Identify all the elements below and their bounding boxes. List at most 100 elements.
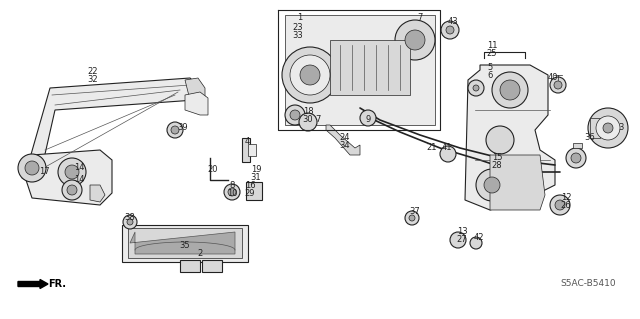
Circle shape (486, 126, 514, 154)
Text: 39: 39 (178, 123, 188, 132)
Text: FR.: FR. (48, 279, 66, 289)
Text: 18: 18 (303, 108, 314, 116)
Circle shape (440, 146, 456, 162)
Text: 2: 2 (197, 249, 203, 258)
Circle shape (571, 153, 581, 163)
Polygon shape (242, 138, 250, 162)
Text: 8: 8 (229, 181, 235, 189)
Text: 40: 40 (548, 73, 558, 83)
Polygon shape (248, 144, 256, 156)
Circle shape (67, 185, 77, 195)
Circle shape (18, 154, 46, 182)
Polygon shape (130, 232, 235, 254)
Circle shape (603, 123, 613, 133)
Circle shape (299, 113, 317, 131)
Polygon shape (22, 150, 112, 205)
Polygon shape (22, 78, 200, 185)
Text: 28: 28 (492, 161, 502, 170)
Circle shape (127, 219, 133, 225)
Text: 34: 34 (340, 142, 350, 151)
Circle shape (500, 80, 520, 100)
Polygon shape (285, 15, 435, 125)
Circle shape (405, 211, 419, 225)
Text: 43: 43 (448, 18, 458, 26)
Text: 38: 38 (125, 213, 136, 222)
Text: S5AC-B5410: S5AC-B5410 (560, 279, 616, 288)
Circle shape (441, 21, 459, 39)
Text: 25: 25 (487, 49, 497, 58)
Circle shape (62, 180, 82, 200)
Polygon shape (90, 185, 105, 202)
Circle shape (492, 72, 528, 108)
Polygon shape (246, 182, 262, 200)
Text: 3: 3 (618, 123, 624, 132)
Text: 35: 35 (180, 241, 190, 250)
Circle shape (550, 77, 566, 93)
Text: 10: 10 (227, 189, 237, 197)
Text: 31: 31 (251, 174, 261, 182)
Text: 33: 33 (292, 32, 303, 41)
Text: 23: 23 (292, 24, 303, 33)
Polygon shape (185, 92, 208, 115)
Circle shape (290, 55, 330, 95)
Text: 21: 21 (427, 144, 437, 152)
Polygon shape (128, 228, 242, 258)
Circle shape (167, 122, 183, 138)
Polygon shape (122, 225, 248, 262)
Text: 29: 29 (244, 189, 255, 197)
Text: 19: 19 (251, 166, 261, 174)
Text: 41: 41 (442, 144, 452, 152)
Text: 5: 5 (488, 63, 493, 72)
Circle shape (25, 161, 39, 175)
Text: 7: 7 (316, 115, 321, 124)
Text: 13: 13 (457, 227, 467, 236)
Text: 37: 37 (410, 207, 420, 217)
Circle shape (360, 110, 376, 126)
Text: 4: 4 (244, 137, 250, 146)
Text: 22: 22 (88, 68, 99, 77)
Circle shape (123, 215, 137, 229)
Text: 1: 1 (298, 13, 303, 23)
Text: 17: 17 (38, 167, 49, 176)
Text: 36: 36 (584, 133, 595, 143)
Circle shape (282, 47, 338, 103)
Polygon shape (326, 125, 360, 155)
Text: 24: 24 (340, 133, 350, 143)
Circle shape (596, 116, 620, 140)
Circle shape (58, 158, 86, 186)
Text: 20: 20 (208, 166, 218, 174)
Polygon shape (590, 118, 600, 138)
Text: 7: 7 (417, 13, 422, 23)
Text: 26: 26 (561, 202, 572, 211)
Circle shape (285, 105, 305, 125)
Text: 14: 14 (74, 164, 84, 173)
Text: 15: 15 (492, 153, 502, 162)
Circle shape (470, 237, 482, 249)
Text: 9: 9 (365, 115, 371, 124)
Circle shape (566, 148, 586, 168)
Circle shape (550, 195, 570, 215)
Text: 6: 6 (487, 71, 493, 80)
Circle shape (468, 80, 484, 96)
Circle shape (588, 108, 628, 148)
Polygon shape (202, 260, 222, 272)
Polygon shape (180, 260, 200, 272)
Circle shape (65, 165, 79, 179)
Text: 14: 14 (74, 175, 84, 184)
Circle shape (171, 126, 179, 134)
Circle shape (224, 184, 240, 200)
Circle shape (405, 30, 425, 50)
Polygon shape (490, 155, 545, 210)
Circle shape (395, 20, 435, 60)
Polygon shape (185, 78, 205, 100)
Circle shape (450, 232, 466, 248)
Text: 16: 16 (244, 181, 255, 189)
Circle shape (300, 65, 320, 85)
Circle shape (554, 81, 562, 89)
FancyArrow shape (18, 279, 48, 288)
Polygon shape (330, 40, 410, 95)
Circle shape (446, 26, 454, 34)
Circle shape (484, 177, 500, 193)
Polygon shape (573, 143, 582, 148)
Circle shape (476, 169, 508, 201)
